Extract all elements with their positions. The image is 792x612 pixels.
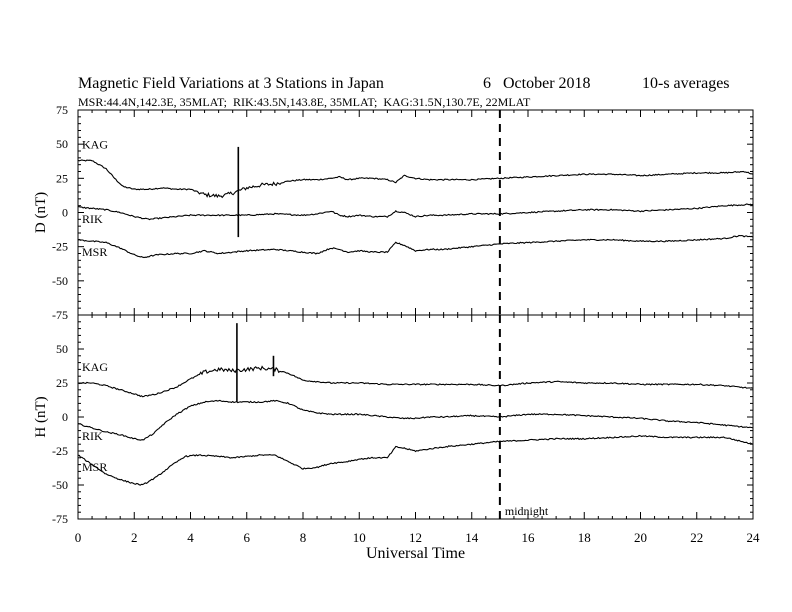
x-tick-label: 14 (465, 530, 479, 545)
y-tick-label: 0 (62, 410, 68, 424)
series-line-rik (77, 399, 754, 441)
series-label-kag: KAG (82, 360, 108, 374)
x-tick-label: 12 (409, 530, 422, 545)
y-tick-label: -75 (52, 512, 68, 526)
y-tick-label: -75 (52, 308, 68, 322)
x-tick-label: 20 (634, 530, 647, 545)
midnight-label: midnight (505, 504, 549, 518)
chart-date: 6 October 2018 (483, 75, 591, 92)
y-axis-label: D (nT) (33, 192, 49, 233)
series-label-rik: RIK (82, 429, 103, 443)
y-tick-label: 25 (56, 171, 68, 185)
stations-info: MSR:44.4N,142.3E, 35MLAT; RIK:43.5N,143.… (78, 95, 531, 109)
panel-frame (77, 314, 754, 520)
x-tick-label: 16 (522, 530, 536, 545)
series-line-rik (78, 203, 754, 221)
y-tick-label: -25 (52, 444, 68, 458)
panel-frame (77, 109, 754, 316)
series-label-rik: RIK (82, 212, 103, 226)
series-label-msr: MSR (82, 245, 107, 259)
series-line-kag (77, 365, 754, 398)
x-tick-label: 22 (690, 530, 703, 545)
y-tick-label: 75 (56, 103, 68, 117)
y-tick-label: 25 (56, 376, 68, 390)
series-line-msr (77, 234, 754, 259)
y-tick-label: -25 (52, 240, 68, 254)
x-tick-label: 18 (578, 530, 591, 545)
y-tick-label: 0 (62, 206, 68, 220)
x-tick-label: 0 (75, 530, 82, 545)
chart-title: Magnetic Field Variations at 3 Stations … (78, 75, 384, 92)
y-axis-label: H (nT) (33, 396, 49, 437)
x-tick-label: 24 (747, 530, 761, 545)
series-line-kag (77, 159, 754, 199)
x-axis-label: Universal Time (366, 545, 465, 562)
y-tick-label: -50 (52, 274, 68, 288)
x-tick-label: 10 (353, 530, 366, 545)
panel-h (77, 314, 754, 520)
series-label-msr: MSR (82, 460, 107, 474)
series-line-msr (77, 434, 754, 486)
plot-area: 75 50 25 0 -25 -50 -75 D (nT) KAG RIK MSR 50 25 0 -25 -… (33, 103, 760, 562)
y-tick-label: -50 (52, 478, 68, 492)
panel-d (77, 109, 754, 316)
y-tick-label: 50 (56, 342, 68, 356)
x-tick-label: 2 (131, 530, 138, 545)
x-tick-label: 4 (187, 530, 194, 545)
x-tick-label: 8 (300, 530, 307, 545)
x-tick-label: 6 (244, 530, 251, 545)
series-label-kag: KAG (82, 138, 108, 152)
y-tick-label: 50 (56, 137, 68, 151)
chart-averaging: 10-s averages (642, 75, 730, 92)
